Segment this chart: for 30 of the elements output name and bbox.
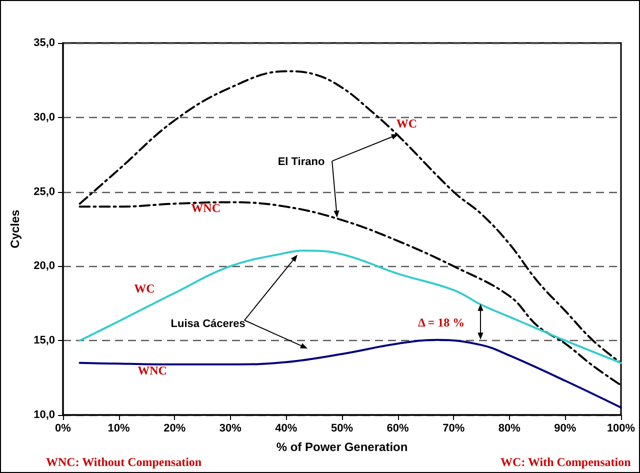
y-tick-label: 15,0 [34, 334, 55, 347]
annotation: Luisa Cáceres [170, 318, 246, 330]
y-tick-label: 10,0 [34, 409, 55, 421]
annotation: WNC [191, 201, 221, 216]
line-series [78, 338, 622, 409]
y-tick-label: 20,0 [34, 260, 55, 272]
x-tick-label: 20% [164, 422, 186, 434]
annotation: El Tirano [278, 156, 325, 168]
x-tick-label: 90% [554, 422, 576, 434]
text: WNC: Without Compensation [46, 455, 202, 469]
annotation: WC [396, 116, 418, 130]
x-tick-label: 70% [442, 422, 465, 434]
annotation: WC [134, 282, 155, 296]
x-tick-label: 10% [108, 422, 130, 434]
y-tick-label: 35,0 [34, 37, 55, 49]
text: WC: With Compensation [500, 455, 632, 469]
x-tick-label: 0% [55, 422, 72, 434]
x-tick-label: 50% [330, 422, 354, 434]
x-tick-label: 40% [275, 422, 298, 434]
y-tick-label: 30,0 [34, 111, 55, 124]
x-axis-title: % of Power Generation [276, 440, 408, 454]
x-tick-label: 80% [498, 422, 521, 434]
x-tick-label: 60% [386, 422, 410, 434]
x-tick-label: 30% [219, 422, 242, 434]
annotation: WNC [138, 363, 167, 378]
y-axis-title: Cycles [8, 209, 22, 248]
annotation: Δ = 18 % [418, 316, 465, 330]
y-tick-label: 25,0 [34, 186, 55, 198]
x-tick-label: 100% [606, 422, 636, 434]
line-series [78, 250, 622, 364]
